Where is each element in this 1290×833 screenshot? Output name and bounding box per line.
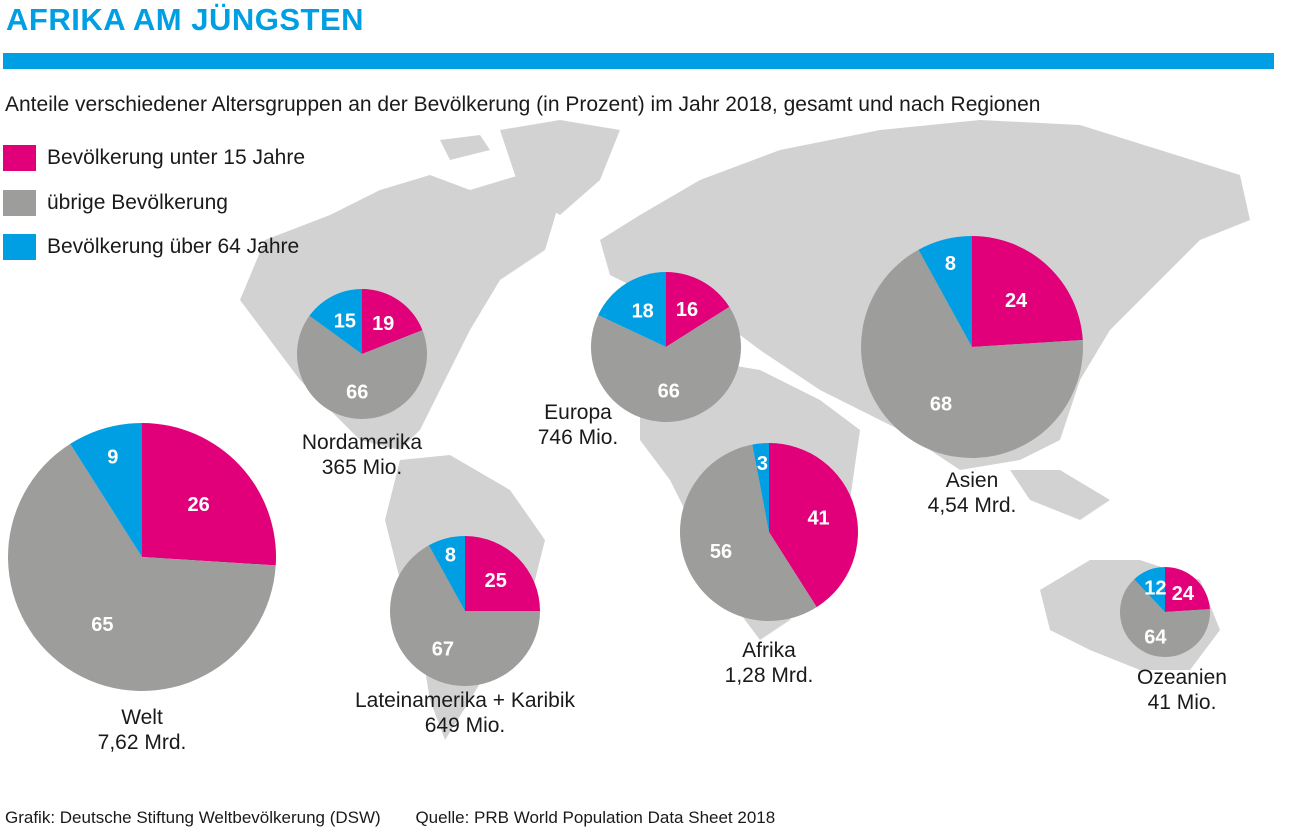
data-label-under-15: 19 bbox=[372, 313, 394, 335]
data-label-under-15: 16 bbox=[676, 299, 698, 321]
slice-rest bbox=[680, 444, 817, 621]
footer: Grafik: Deutsche Stiftung Weltbevölkerun… bbox=[5, 808, 805, 828]
legend-item-rest: übrige Bevölkerung bbox=[3, 190, 228, 216]
region-label: Europa 746 Mio. bbox=[538, 400, 619, 450]
pie-asien: 24 68 8 bbox=[861, 236, 1084, 459]
data-label-rest: 56 bbox=[710, 541, 732, 563]
data-label-under-15: 24 bbox=[1005, 290, 1028, 312]
map-islands bbox=[1010, 470, 1110, 520]
data-label-under-15: 24 bbox=[1172, 583, 1195, 605]
pie-lateinamerika-karibik: 25 67 8 bbox=[390, 536, 540, 686]
slice-over-64 bbox=[70, 423, 142, 557]
legend-label: Bevölkerung unter 15 Jahre bbox=[47, 146, 305, 169]
legend-item-over-64: Bevölkerung über 64 Jahre bbox=[3, 234, 299, 260]
footer-source: Quelle: PRB World Population Data Sheet … bbox=[415, 808, 776, 827]
region-label: Lateinamerika + Karibik 649 Mio. bbox=[355, 688, 575, 738]
slice-under-15 bbox=[666, 272, 730, 347]
data-label-over-64: 12 bbox=[1144, 578, 1166, 600]
legend-swatch bbox=[3, 145, 36, 171]
slice-rest bbox=[390, 545, 540, 686]
region-label: Ozeanien 41 Mio. bbox=[1137, 665, 1227, 715]
data-label-rest: 65 bbox=[91, 614, 113, 636]
page-title: AFRIKA AM JÜNGSTEN bbox=[6, 2, 365, 37]
slice-under-15 bbox=[362, 289, 423, 354]
slice-over-64 bbox=[598, 272, 666, 347]
region-population: 746 Mio. bbox=[537, 426, 619, 449]
data-label-rest: 66 bbox=[658, 380, 680, 402]
region-name: Afrika bbox=[742, 639, 796, 662]
slice-over-64 bbox=[309, 289, 362, 354]
slice-rest bbox=[297, 315, 428, 419]
data-label-over-64: 15 bbox=[334, 310, 356, 332]
region-population: 7,62 Mrd. bbox=[97, 731, 187, 754]
data-label-under-15: 41 bbox=[807, 508, 829, 530]
region-label: Nordamerika 365 Mio. bbox=[302, 430, 422, 480]
region-population: 1,28 Mrd. bbox=[724, 664, 814, 687]
data-label-rest: 64 bbox=[1144, 626, 1167, 648]
slice-under-15 bbox=[465, 536, 540, 611]
legend-label: übrige Bevölkerung bbox=[47, 191, 228, 214]
slice-rest bbox=[7, 443, 276, 692]
slice-rest bbox=[861, 249, 1084, 459]
pie-europa: 16 66 18 bbox=[591, 272, 741, 423]
legend-item-under-15: Bevölkerung unter 15 Jahre bbox=[3, 145, 305, 171]
data-label-over-64: 3 bbox=[757, 453, 768, 475]
data-label-over-64: 8 bbox=[445, 544, 456, 566]
slice-over-64 bbox=[752, 443, 769, 532]
map-arctic-islands bbox=[440, 135, 490, 160]
region-name: Welt bbox=[121, 706, 163, 729]
title-rule bbox=[3, 53, 1274, 69]
pie-nordamerika: 19 66 15 bbox=[297, 289, 428, 419]
map-greenland bbox=[500, 120, 620, 215]
legend-swatch bbox=[3, 234, 36, 260]
region-name: Asien bbox=[945, 469, 999, 492]
data-label-rest: 67 bbox=[432, 638, 454, 660]
slice-rest bbox=[1120, 579, 1210, 657]
region-population: 649 Mio. bbox=[424, 714, 506, 737]
legend-swatch bbox=[3, 190, 36, 216]
data-label-over-64: 8 bbox=[945, 253, 956, 275]
slice-under-15 bbox=[142, 423, 276, 566]
region-population: 41 Mio. bbox=[1147, 691, 1217, 714]
slice-under-15 bbox=[1165, 567, 1210, 612]
region-label: Asien 4,54 Mrd. bbox=[928, 468, 1017, 518]
region-name: Ozeanien bbox=[1137, 666, 1227, 689]
footer-credit: Grafik: Deutsche Stiftung Weltbevölkerun… bbox=[5, 808, 381, 827]
subtitle: Anteile verschiedener Altersgruppen an d… bbox=[5, 93, 1041, 116]
slice-under-15 bbox=[972, 236, 1083, 347]
slice-under-15 bbox=[769, 443, 859, 608]
region-name: Nordamerika bbox=[301, 431, 423, 454]
data-label-rest: 66 bbox=[346, 381, 368, 403]
region-label: Welt 7,62 Mrd. bbox=[98, 705, 187, 755]
region-population: 4,54 Mrd. bbox=[927, 494, 1017, 517]
slice-over-64 bbox=[428, 536, 465, 611]
pie-welt: 26 65 9 bbox=[7, 423, 276, 692]
data-label-under-15: 25 bbox=[485, 570, 507, 592]
data-label-over-64: 9 bbox=[107, 447, 118, 469]
slice-over-64 bbox=[1134, 567, 1165, 612]
data-label-rest: 68 bbox=[930, 393, 952, 415]
region-population: 365 Mio. bbox=[321, 456, 403, 479]
slice-rest bbox=[591, 306, 741, 423]
region-name: Europa bbox=[544, 401, 612, 424]
region-label: Afrika 1,28 Mrd. bbox=[725, 638, 814, 688]
pie-afrika: 41 56 3 bbox=[680, 443, 859, 621]
region-name: Lateinamerika + Karibik bbox=[354, 689, 576, 712]
legend-label: Bevölkerung über 64 Jahre bbox=[47, 235, 300, 258]
data-label-over-64: 18 bbox=[632, 300, 654, 322]
data-label-under-15: 26 bbox=[188, 494, 210, 516]
slice-over-64 bbox=[918, 236, 972, 347]
